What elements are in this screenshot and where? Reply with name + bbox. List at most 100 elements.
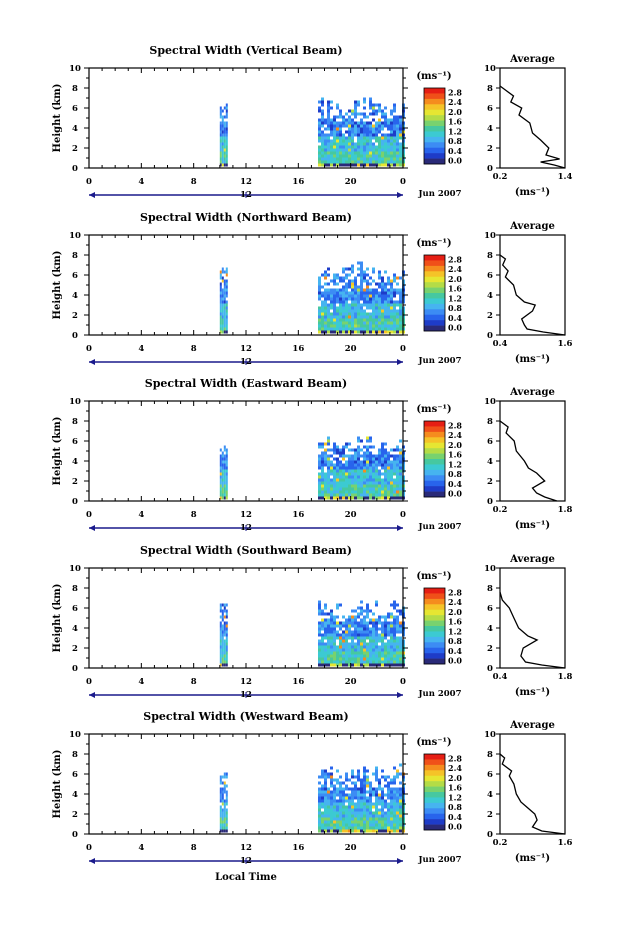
heatmap-cell xyxy=(351,469,354,473)
heatmap-cell xyxy=(336,621,339,625)
heatmap-cell xyxy=(348,151,351,155)
heatmap-cell xyxy=(327,654,330,658)
heatmap-cell xyxy=(384,148,387,152)
heatmap-cell xyxy=(354,285,357,289)
heatmap-cell xyxy=(354,829,357,833)
heatmap-cell xyxy=(327,330,330,334)
heatmap-cell xyxy=(399,133,402,137)
heatmap-cell xyxy=(378,475,381,479)
heatmap-cell xyxy=(381,315,384,319)
heatmap-cell xyxy=(369,321,372,325)
heatmap-cell xyxy=(333,490,336,494)
heatmap-cell xyxy=(219,796,222,800)
heatmap-cell xyxy=(369,781,372,785)
profile-y-tick-label: 4 xyxy=(487,790,493,800)
heatmap-cell xyxy=(366,615,369,619)
heatmap-cell xyxy=(348,124,351,128)
heatmap-cell xyxy=(363,466,366,470)
x-tick-label: 0 xyxy=(86,510,92,520)
heatmap-cell xyxy=(330,793,333,797)
heatmap-cell xyxy=(348,808,351,812)
heatmap-cell xyxy=(363,820,366,824)
heatmap-cell xyxy=(336,127,339,131)
heatmap-cell xyxy=(393,309,396,313)
heatmap-cell xyxy=(387,154,390,158)
heatmap-cell xyxy=(375,151,378,155)
heatmap-cell xyxy=(221,657,224,661)
heatmap-cell xyxy=(333,160,336,164)
heatmap-cell xyxy=(396,145,399,149)
heatmap-cell xyxy=(221,324,224,328)
heatmap-cell xyxy=(360,472,363,476)
heatmap-cell xyxy=(357,154,360,158)
heatmap-cell xyxy=(351,654,354,658)
heatmap-cell xyxy=(219,478,222,482)
heatmap-cell xyxy=(372,154,375,158)
heatmap-cell xyxy=(324,829,327,833)
heatmap-cell xyxy=(384,163,387,167)
heatmap-cell xyxy=(363,309,366,313)
heatmap-cell xyxy=(354,802,357,806)
heatmap-cell xyxy=(357,130,360,134)
heatmap-cell xyxy=(387,615,390,619)
heatmap-cell xyxy=(369,811,372,815)
profile-y-tick-label: 2 xyxy=(487,311,493,321)
heatmap-cell xyxy=(225,267,228,271)
heatmap-cell xyxy=(363,315,366,319)
heatmap-cell xyxy=(387,475,390,479)
heatmap-cell xyxy=(360,829,363,833)
heatmap-cell xyxy=(342,142,345,146)
heatmap-cell xyxy=(324,118,327,122)
heatmap-cell xyxy=(360,318,363,322)
heatmap-cell xyxy=(375,478,378,482)
heatmap-cell xyxy=(384,300,387,304)
heatmap-cell xyxy=(363,300,366,304)
heatmap-cell xyxy=(363,163,366,167)
heatmap-cell xyxy=(381,297,384,301)
heatmap-cell xyxy=(225,291,228,295)
heatmap-cell xyxy=(336,793,339,797)
heatmap-cell xyxy=(345,297,348,301)
heatmap-cell xyxy=(378,826,381,830)
heatmap-cell xyxy=(381,160,384,164)
heatmap-cell xyxy=(375,487,378,491)
heatmap-cell xyxy=(393,312,396,316)
heatmap-cell xyxy=(399,463,402,467)
heatmap-cell xyxy=(357,823,360,827)
heatmap-cell xyxy=(351,303,354,307)
heatmap-cell xyxy=(225,817,228,821)
heatmap-cell xyxy=(219,109,222,113)
heatmap-cell xyxy=(345,163,348,167)
heatmap-cell xyxy=(336,490,339,494)
heatmap-cell xyxy=(225,448,228,452)
heatmap-cell xyxy=(375,802,378,806)
heatmap-cell xyxy=(387,811,390,815)
heatmap-cell xyxy=(357,799,360,803)
heatmap-cell xyxy=(366,829,369,833)
heatmap-cell xyxy=(396,130,399,134)
heatmap-cell xyxy=(225,609,228,613)
heatmap-cell xyxy=(348,145,351,149)
heatmap-cell xyxy=(318,157,321,161)
heatmap-cell xyxy=(390,297,393,301)
heatmap-cell xyxy=(219,297,222,301)
colorbar-swatch xyxy=(424,813,445,820)
heatmap-cell xyxy=(348,820,351,824)
heatmap-cell xyxy=(327,469,330,473)
heatmap-cell xyxy=(336,636,339,640)
heatmap-cell xyxy=(219,312,222,316)
heatmap-cell xyxy=(381,657,384,661)
heatmap-cell xyxy=(384,642,387,646)
heatmap-cell xyxy=(378,481,381,485)
heatmap-cell xyxy=(339,472,342,476)
heatmap-cell xyxy=(384,309,387,313)
heatmap-cell xyxy=(324,318,327,322)
heatmap-cell xyxy=(219,639,222,643)
heatmap-cell xyxy=(378,802,381,806)
heatmap-cell xyxy=(381,148,384,152)
heatmap-cell xyxy=(372,460,375,464)
heatmap-cell xyxy=(321,294,324,298)
heatmap-cell xyxy=(336,487,339,491)
heatmap-cell xyxy=(351,306,354,310)
heatmap-cell xyxy=(375,157,378,161)
